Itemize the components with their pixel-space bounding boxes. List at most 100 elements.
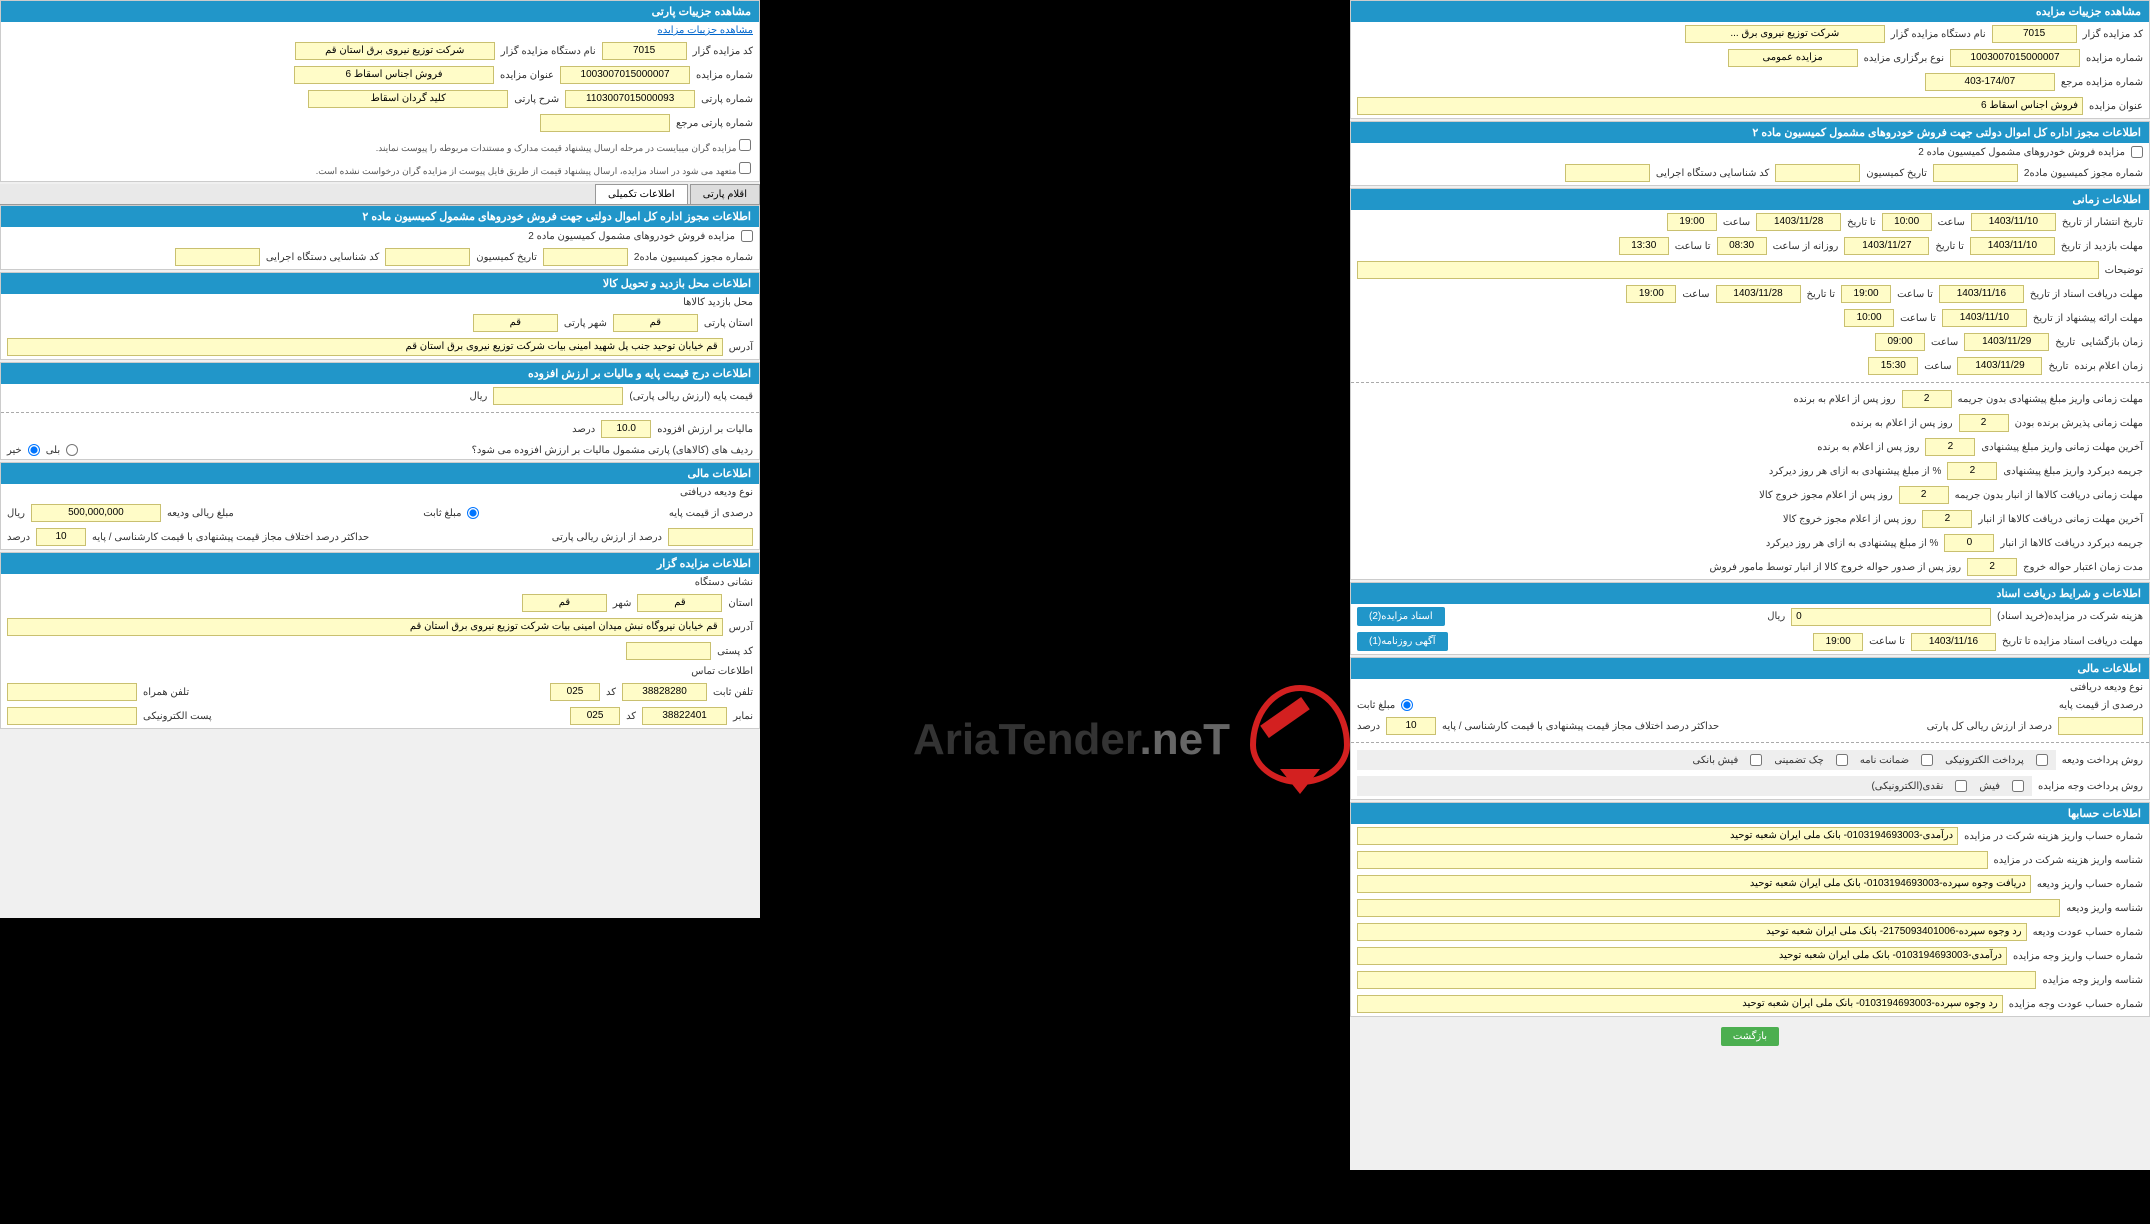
btn-agahi[interactable]: آگهی روزنامه(1) (1357, 632, 1448, 651)
chk-fish[interactable] (2012, 780, 2024, 792)
section-commission: اطلاعات مجوز اداره کل اموال دولتی جهت فر… (1350, 121, 2150, 186)
auction-details-panel: مشاهده جزییات مزایده کد مزایده گزار 7015… (1350, 0, 2150, 1170)
lbl-nam-gzar: نام دستگاه مزایده گزار (1891, 29, 1986, 40)
section-r-location: اطلاعات محل بازدید و تحویل کالا محل بازد… (0, 272, 760, 360)
tab-aqlam[interactable]: اقلام پارتی (690, 184, 760, 204)
fld-akh-moh: 2 (1925, 438, 1975, 456)
fld-tkom (1775, 164, 1860, 182)
btn-back[interactable]: بازگشت (1721, 1027, 1779, 1046)
fld-bazd-ta: 1403/11/27 (1844, 237, 1929, 255)
chk-chk-tz[interactable] (1836, 754, 1848, 766)
lbl-shm-mkom: شماره مجوز کمیسیون ماده2 (2024, 168, 2143, 179)
fld-r-onvan-mz: فروش اجناس اسقاط 6 (294, 66, 494, 84)
lbl-shenas-hz: شناسه واریز هزینه شرکت در مزایده (1994, 855, 2143, 866)
radio-bali[interactable] (66, 444, 78, 456)
section-party-details: مشاهده جزییات پارتی مشاهده جزییات مزایده… (0, 0, 760, 182)
fld-r-kshenas (175, 248, 260, 266)
header-docs: اطلاعات و شرایط دریافت اسناد (1351, 583, 2149, 604)
lbl-khayr: خیر (7, 445, 22, 456)
fld-akh-moh-kala: 2 (1922, 510, 1972, 528)
section-time: اطلاعات زمانی تاریخ انتشار از تاریخ 1403… (1350, 188, 2150, 580)
chk-pard-elec[interactable] (2036, 754, 2048, 766)
lbl-r-mz-frush: مزایده فروش خودروهای مشمول کمیسیون ماده … (528, 231, 735, 242)
fld-r-shahr: قم (473, 314, 558, 332)
lbl-s6: ساعت (1924, 361, 1951, 372)
lbl-hesab5: شماره حساب عودت وجه مزایده (2009, 999, 2143, 1010)
section-financial: اطلاعات مالی نوع ودیعه دریافتی درصدی از … (1350, 657, 2150, 800)
lbl-r-kshenas: کد شناسایی دستگاه اجرایی (266, 252, 379, 263)
header-r-price: اطلاعات درج قیمت پایه و مالیات بر ارزش ا… (1, 363, 759, 384)
lbl-modat-etebar: مدت زمان اعتبار حواله خروج (2023, 562, 2143, 573)
lbl-kod-gzar: کد مزایده گزار (2083, 29, 2143, 40)
radio-khayr[interactable] (28, 444, 40, 456)
party-details-panel: مشاهده جزییات پارتی مشاهده جزییات مزایده… (0, 0, 760, 918)
chk-note2[interactable] (739, 162, 751, 174)
chk-r-mz-frush[interactable] (741, 230, 753, 242)
section-auction-details: مشاهده جزییات مزایده کد مزایده گزار 7015… (1350, 0, 2150, 119)
lbl-jar-kala: جریمه دیرکرد دریافت کالاها از انبار (2000, 538, 2143, 549)
fld-r-post-elec (7, 707, 137, 725)
fld-ruz-az: 08:30 (1717, 237, 1767, 255)
fld-hz-shrkt: 0 (1791, 608, 1991, 626)
fld-r-kodposti (626, 642, 711, 660)
fld-r-ostan: قم (613, 314, 698, 332)
lbl-r-shrh-parti: شرح پارتی (514, 94, 559, 105)
header-accounts: اطلاعات حسابها (1351, 803, 2149, 824)
lbl-ts7: تا ساعت (1869, 636, 1905, 647)
lbl-bali: بلی (46, 445, 60, 456)
fld-r-shm-mz: 1003007015000007 (560, 66, 690, 84)
header-r-financial: اطلاعات مالی (1, 463, 759, 484)
tab-etelaat[interactable]: اطلاعات تکمیلی (595, 184, 688, 204)
fld-r-ostan2: قم (637, 594, 722, 612)
lbl-rsh-pard-vajh: روش پرداخت وجه مزایده (2038, 781, 2143, 792)
lbl-r-ostan2: استان (728, 598, 753, 609)
chk-fish-bank[interactable] (1750, 754, 1762, 766)
lbl-mablgh-sabt: مبلغ ثابت (1357, 700, 1395, 711)
fld-moh-drft-asnad-t: 1403/11/16 (1911, 633, 1996, 651)
radio-mablgh-sabt[interactable] (1401, 699, 1413, 711)
fld-r-shrh-parti: کلید گردان اسقاط (308, 90, 508, 108)
lbl-r-post-elec: پست الکترونیکی (143, 711, 212, 722)
fld-zmn-elam-s: 15:30 (1868, 357, 1918, 375)
link-mz[interactable]: مشاهده جزییات مزایده (657, 25, 753, 36)
lbl-moh-variz: مهلت زمانی واریز مبلغ پیشنهادی بدون جریم… (1958, 394, 2143, 405)
lbl-moh-drft-kala: مهلت زمانی دریافت کالاها از انبار بدون ج… (1955, 490, 2143, 501)
fld-t-entesh: 1403/11/10 (1971, 213, 2056, 231)
lbl-zmn-bazg: زمان بازگشایی (2081, 337, 2143, 348)
chk-mz-frush[interactable] (2131, 146, 2143, 158)
fld-nam-gzar: شرکت توزیع نیروی برق ... (1685, 25, 1885, 43)
lbl-r-tkom: تاریخ کمیسیون (476, 252, 537, 263)
fld-r-adres: قم خیابان توحید جنب پل شهید امینی بیات ش… (7, 338, 723, 356)
fld-moh-erae-s: 10:00 (1844, 309, 1894, 327)
lbl-r-shm-mkom: شماره مجوز کمیسیون ماده2 (634, 252, 753, 263)
fld-hesab1: درآمدی-0103194693003- بانک ملی ایران شعب… (1357, 827, 1958, 845)
radio-r-mablgh-sabt[interactable] (467, 507, 479, 519)
lbl-r-drsd1: درصد (572, 424, 595, 435)
fld-shenas-hz (1357, 851, 1988, 869)
lbl-rsh-pard-vad: روش پرداخت ودیعه (2062, 755, 2143, 766)
fld-s-entesh-ta: 19:00 (1667, 213, 1717, 231)
lbl-zmn-elam: زمان اعلام برنده (2074, 361, 2143, 372)
fld-r-adres2: قم خیابان نیروگاه نبش میدان امینی بیات ش… (7, 618, 723, 636)
fld-r-mablgh-vadie: 500,000,000 (31, 504, 161, 522)
section-docs: اطلاعات و شرایط دریافت اسناد هزینه شرکت … (1350, 582, 2150, 655)
header-r-location: اطلاعات محل بازدید و تحویل کالا (1, 273, 759, 294)
lbl-pe: پرداخت الکترونیکی (1945, 755, 2024, 766)
lbl-hadaksar: حداکثر درصد اختلاف مجاز قیمت پیشنهادی با… (1442, 721, 1719, 732)
header-time: اطلاعات زمانی (1351, 189, 2149, 210)
lbl-onvan: عنوان مزایده (2089, 101, 2143, 112)
lbl-rz2: روز پس از اعلام به برنده (1850, 418, 1952, 429)
chk-zmant[interactable] (1921, 754, 1933, 766)
lbl-tt3: تا تاریخ (1807, 289, 1836, 300)
chk-naghdi[interactable] (1955, 780, 1967, 792)
lbl-shenas-vajh: شناسه واریز وجه مزایده (2042, 975, 2143, 986)
btn-asnad[interactable]: اسناد مزایده(2) (1357, 607, 1445, 626)
lbl-r-drsd2: درصد (7, 532, 30, 543)
lbl-tarikh2: تاریخ (2048, 361, 2068, 372)
lbl-moh-paz: مهلت زمانی پذیرش برنده بودن (2015, 418, 2143, 429)
lbl-ruzane: روزانه از ساعت (1773, 241, 1839, 252)
fld-moh-drft-s: 19:00 (1841, 285, 1891, 303)
chk-note1[interactable] (739, 139, 751, 151)
fld-shenas-vajh (1357, 971, 2036, 989)
lbl-dp2: % از مبلغ پیشنهادی به ازای هر روز دیرکرد (1766, 538, 1939, 549)
